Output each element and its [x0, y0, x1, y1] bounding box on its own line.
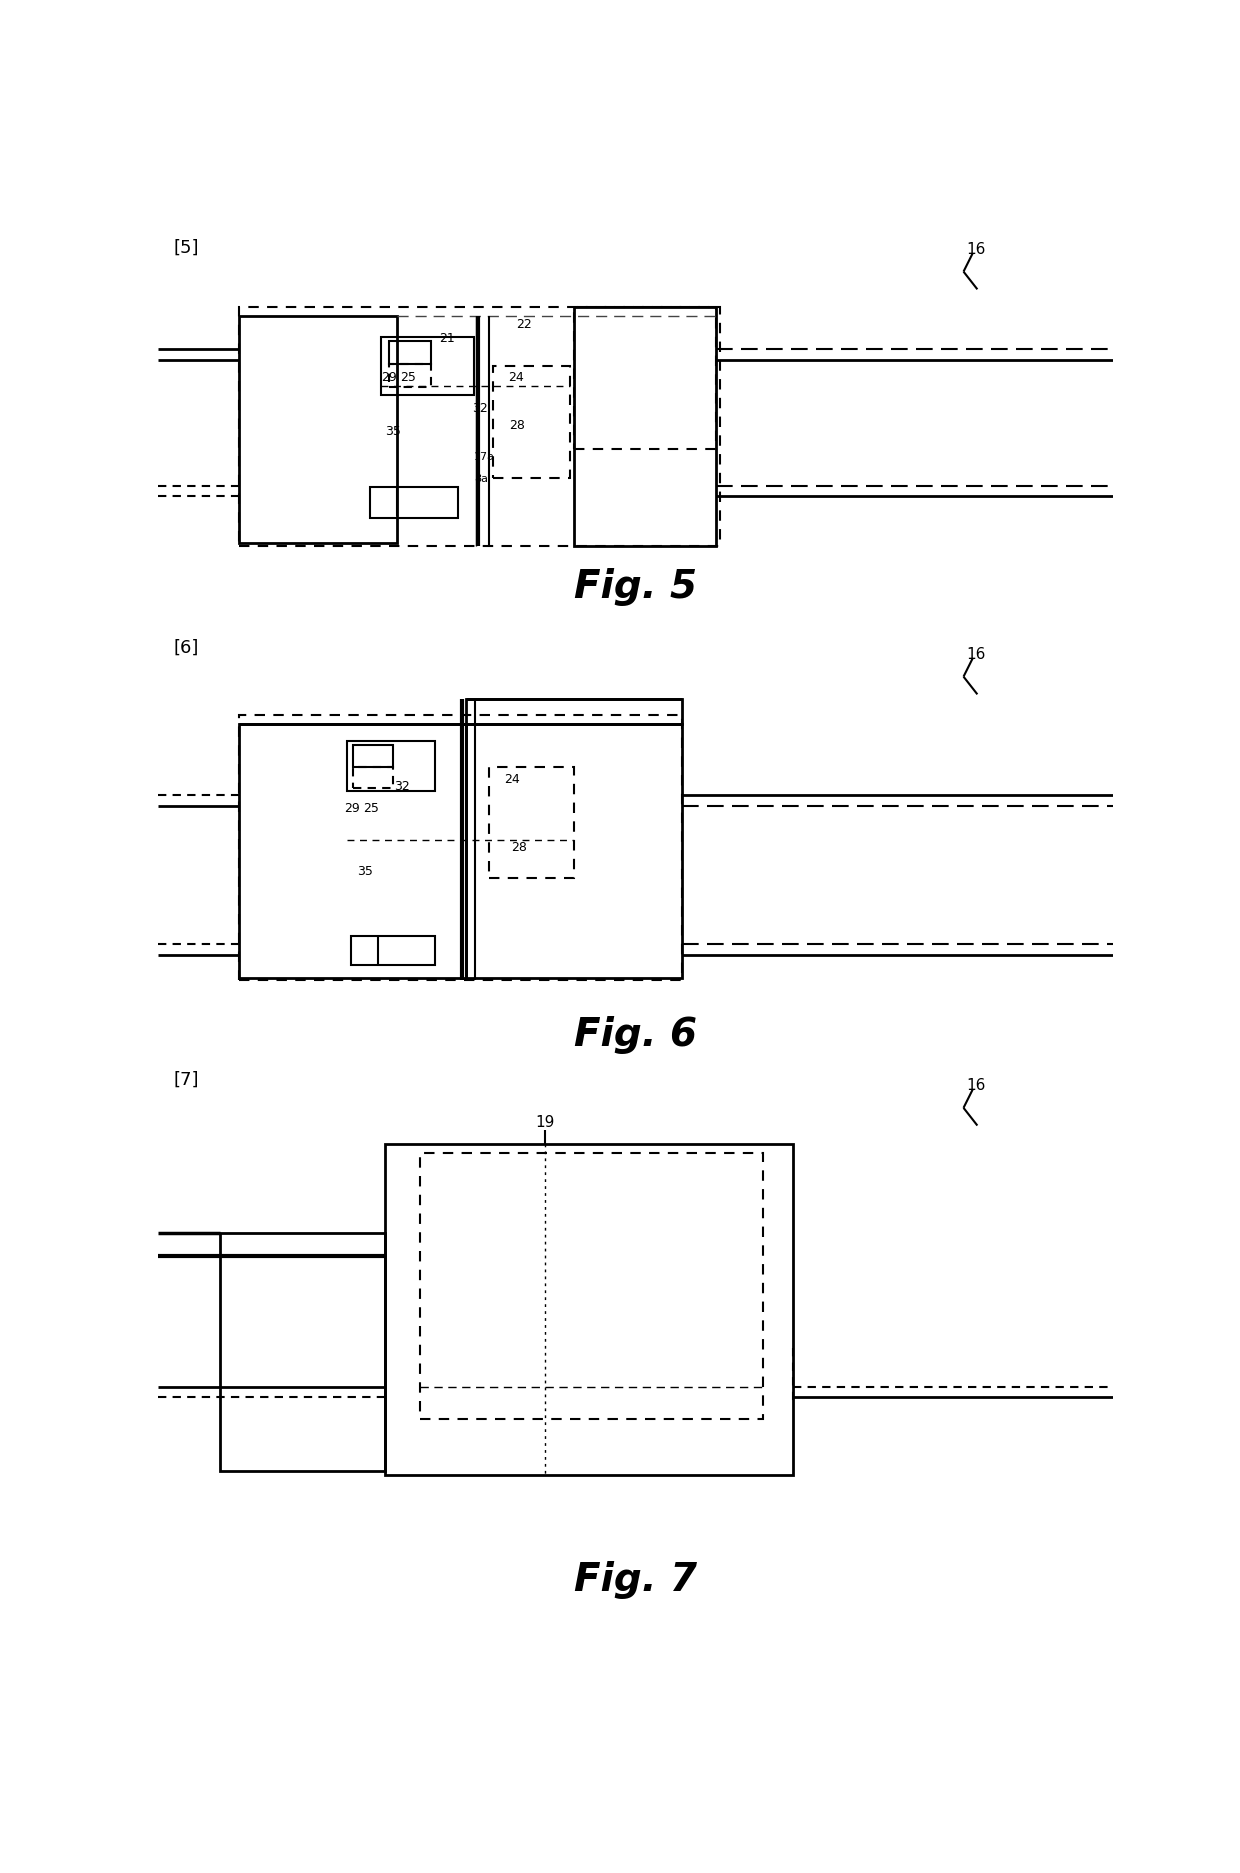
Bar — [382, 337, 474, 395]
Text: Fig. 5: Fig. 5 — [574, 568, 697, 605]
Bar — [353, 745, 393, 768]
Bar — [574, 307, 717, 547]
Text: 24: 24 — [508, 371, 525, 384]
Text: 22: 22 — [516, 318, 532, 332]
Text: 16: 16 — [967, 646, 986, 661]
Text: 25: 25 — [363, 802, 378, 815]
Text: 21: 21 — [439, 332, 455, 345]
Bar — [370, 489, 459, 519]
Bar — [389, 365, 432, 388]
Bar — [239, 725, 466, 980]
Bar — [239, 307, 720, 547]
Text: 35: 35 — [357, 865, 373, 878]
Bar — [389, 341, 432, 365]
Bar — [239, 317, 397, 545]
Text: 28: 28 — [510, 418, 525, 431]
Bar — [490, 768, 574, 878]
Bar — [466, 725, 682, 980]
Text: [5]: [5] — [174, 238, 198, 257]
Bar — [494, 367, 570, 479]
Text: Fig. 7: Fig. 7 — [574, 1560, 697, 1598]
Text: 32: 32 — [394, 779, 410, 792]
Text: 8a: 8a — [474, 474, 487, 483]
Bar — [351, 936, 435, 966]
Text: 35: 35 — [386, 425, 401, 438]
Bar — [239, 715, 682, 980]
Text: 32: 32 — [472, 401, 489, 414]
Bar — [353, 768, 393, 789]
Text: Fig. 6: Fig. 6 — [574, 1015, 697, 1053]
Text: 16: 16 — [967, 242, 986, 257]
Bar — [420, 1154, 763, 1420]
Text: 16: 16 — [967, 1077, 986, 1092]
Text: [6]: [6] — [174, 639, 198, 657]
Bar — [219, 1232, 386, 1472]
Text: 19: 19 — [534, 1114, 554, 1129]
Text: 25: 25 — [399, 371, 415, 384]
Text: 17a: 17a — [474, 451, 495, 463]
Bar — [466, 701, 682, 725]
Text: 24: 24 — [505, 772, 521, 785]
Text: [7]: [7] — [174, 1069, 198, 1088]
Text: 29: 29 — [382, 371, 397, 384]
Text: 28: 28 — [511, 841, 527, 852]
Bar — [574, 307, 717, 450]
Text: 29: 29 — [345, 802, 360, 815]
Bar — [386, 1144, 794, 1476]
Bar — [347, 742, 435, 792]
